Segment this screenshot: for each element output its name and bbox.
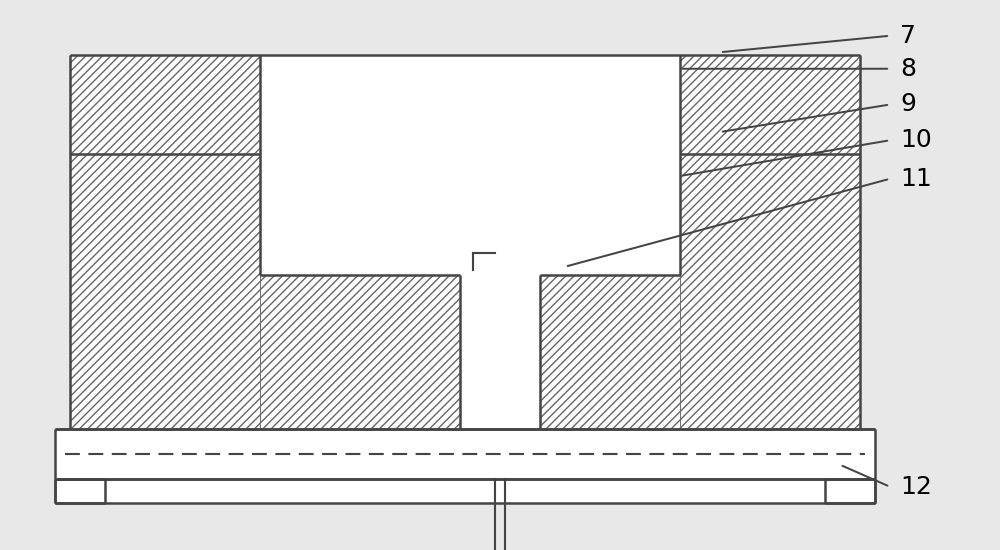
Text: 8: 8 [900, 57, 916, 81]
Polygon shape [540, 275, 680, 429]
Polygon shape [70, 55, 260, 429]
Polygon shape [825, 478, 875, 503]
Text: 10: 10 [900, 128, 932, 152]
FancyBboxPatch shape [55, 478, 875, 503]
FancyBboxPatch shape [55, 429, 875, 478]
Text: 11: 11 [900, 167, 932, 191]
Polygon shape [260, 55, 680, 429]
Text: 7: 7 [900, 24, 916, 48]
Text: 9: 9 [900, 92, 916, 117]
Polygon shape [260, 275, 460, 429]
Polygon shape [680, 55, 860, 429]
Polygon shape [55, 478, 105, 503]
Text: 12: 12 [900, 475, 932, 499]
